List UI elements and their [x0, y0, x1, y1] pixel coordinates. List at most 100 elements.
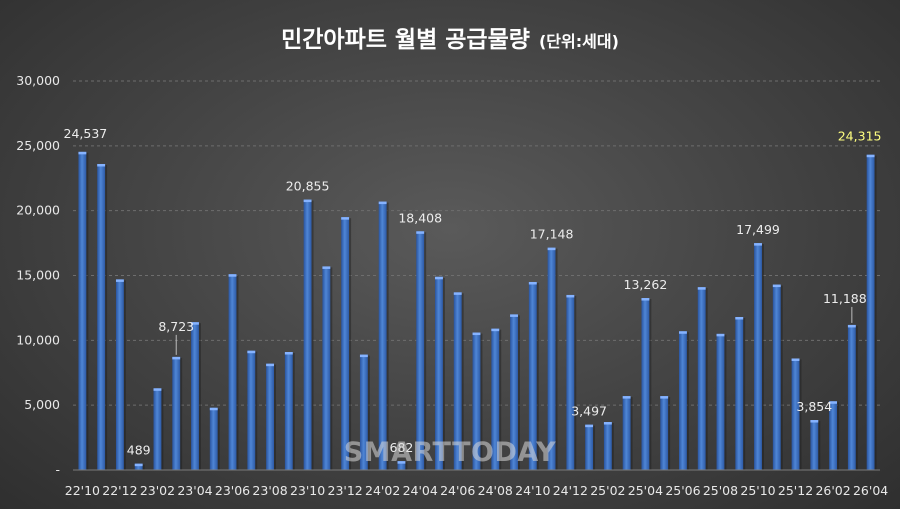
y-tick-label: 25,000 [16, 138, 60, 153]
x-tick-label: 23'10 [290, 483, 325, 498]
bar-cap [472, 332, 481, 336]
bar-cap [716, 333, 725, 337]
data-label: 24,315 [838, 129, 882, 144]
bar [641, 298, 650, 470]
data-label: 3,854 [796, 399, 832, 414]
bar-cap [191, 322, 199, 325]
bars [78, 151, 877, 470]
bar-cap [341, 217, 350, 220]
bar-cap [810, 420, 819, 423]
bar [228, 274, 237, 470]
data-label: 8,723 [158, 319, 194, 334]
data-labels: 24,537 489 8,723 20,855 682 18,408 17,148 3,497… [64, 126, 882, 458]
bar-cap [510, 314, 518, 317]
bar [679, 331, 687, 470]
data-label: 17,148 [530, 227, 574, 242]
x-tick-label: 24'06 [440, 483, 475, 498]
bar-cap [134, 463, 143, 467]
bar-cap [416, 231, 425, 234]
x-tick-label: 26'02 [815, 483, 850, 498]
bar [866, 154, 875, 470]
data-label: 24,537 [64, 126, 108, 141]
bar [791, 358, 800, 470]
bar [134, 463, 143, 470]
x-axis: 22'10 22'12 23'02 23'04 23'06 23'08 23'10 23'12… [65, 469, 888, 498]
bar-cap [791, 358, 800, 361]
chart-title-unit: (단위:세대) [539, 32, 619, 51]
chart-title: 민간아파트 월별 공급물량 (단위:세대) [281, 27, 619, 53]
x-tick-label: 26'04 [853, 483, 888, 498]
y-tick-label: 5,000 [24, 397, 60, 412]
bar [547, 247, 556, 470]
bar [359, 354, 368, 470]
bar-cap [247, 350, 256, 354]
gridlines [73, 80, 880, 406]
bar [829, 401, 838, 470]
y-tick-label: - [55, 462, 60, 477]
bar-cap [754, 243, 762, 246]
x-tick-label: 24'12 [553, 483, 588, 498]
bar [810, 420, 819, 470]
bar [172, 356, 181, 470]
bar [660, 396, 669, 470]
x-tick-label: 23'06 [215, 483, 250, 498]
bar [528, 281, 537, 470]
data-label: 17,499 [736, 222, 780, 237]
x-tick-label: 23'12 [328, 483, 363, 498]
x-tick-label: 25'04 [628, 483, 663, 498]
y-tick-label: 20,000 [16, 203, 60, 218]
data-label: 13,262 [624, 277, 668, 292]
bar-cap [829, 401, 838, 404]
data-label: 682 [390, 440, 414, 455]
data-label: 3,497 [571, 404, 607, 419]
x-tick-label: 24'08 [478, 483, 513, 498]
bar-cap [847, 324, 856, 328]
x-tick-label: 23'04 [177, 483, 212, 498]
bar [510, 314, 518, 470]
bar [772, 284, 781, 470]
bar-cap [528, 281, 537, 285]
bar [115, 279, 124, 470]
y-axis: - 5,000 10,000 15,000 20,000 25,000 30,000 [16, 73, 60, 477]
bar-cap [735, 316, 744, 320]
bar-cap [303, 199, 312, 203]
bar-cap [641, 298, 650, 301]
bar [284, 352, 293, 470]
x-tick-label: 22'12 [102, 483, 137, 498]
bar-cap [228, 274, 237, 277]
bar [585, 424, 594, 470]
x-tick-label: 24'10 [515, 483, 550, 498]
bar [716, 333, 725, 470]
bar [153, 388, 162, 470]
data-label: 18,408 [398, 210, 442, 225]
bar-cap [622, 396, 631, 399]
bar-cap [153, 388, 162, 391]
bar-cap [322, 266, 331, 269]
bar [97, 163, 106, 470]
y-tick-label: 15,000 [16, 268, 60, 283]
bar-cap [397, 461, 406, 464]
bar [566, 294, 575, 470]
bar-cap [491, 328, 500, 332]
bar [341, 217, 350, 470]
x-tick-label: 25'12 [778, 483, 813, 498]
chart-title-main: 민간아파트 월별 공급물량 [281, 27, 530, 53]
bar-cap [585, 424, 594, 428]
bar-cap [78, 151, 87, 155]
x-tick-label: 24'04 [403, 483, 438, 498]
bar [472, 332, 481, 470]
x-tick-label: 23'02 [140, 483, 175, 498]
y-tick-label: 10,000 [16, 332, 60, 347]
x-tick-label: 25'06 [665, 483, 700, 498]
bar-cap [172, 356, 181, 360]
bar [416, 231, 425, 470]
bar [847, 324, 856, 470]
bar-cap [679, 331, 687, 334]
x-tick-label: 22'10 [65, 483, 100, 498]
bar-cap [435, 276, 443, 280]
bar [191, 322, 199, 470]
bar [735, 316, 744, 470]
bar-cap [772, 284, 781, 288]
bar-cap [284, 352, 293, 355]
